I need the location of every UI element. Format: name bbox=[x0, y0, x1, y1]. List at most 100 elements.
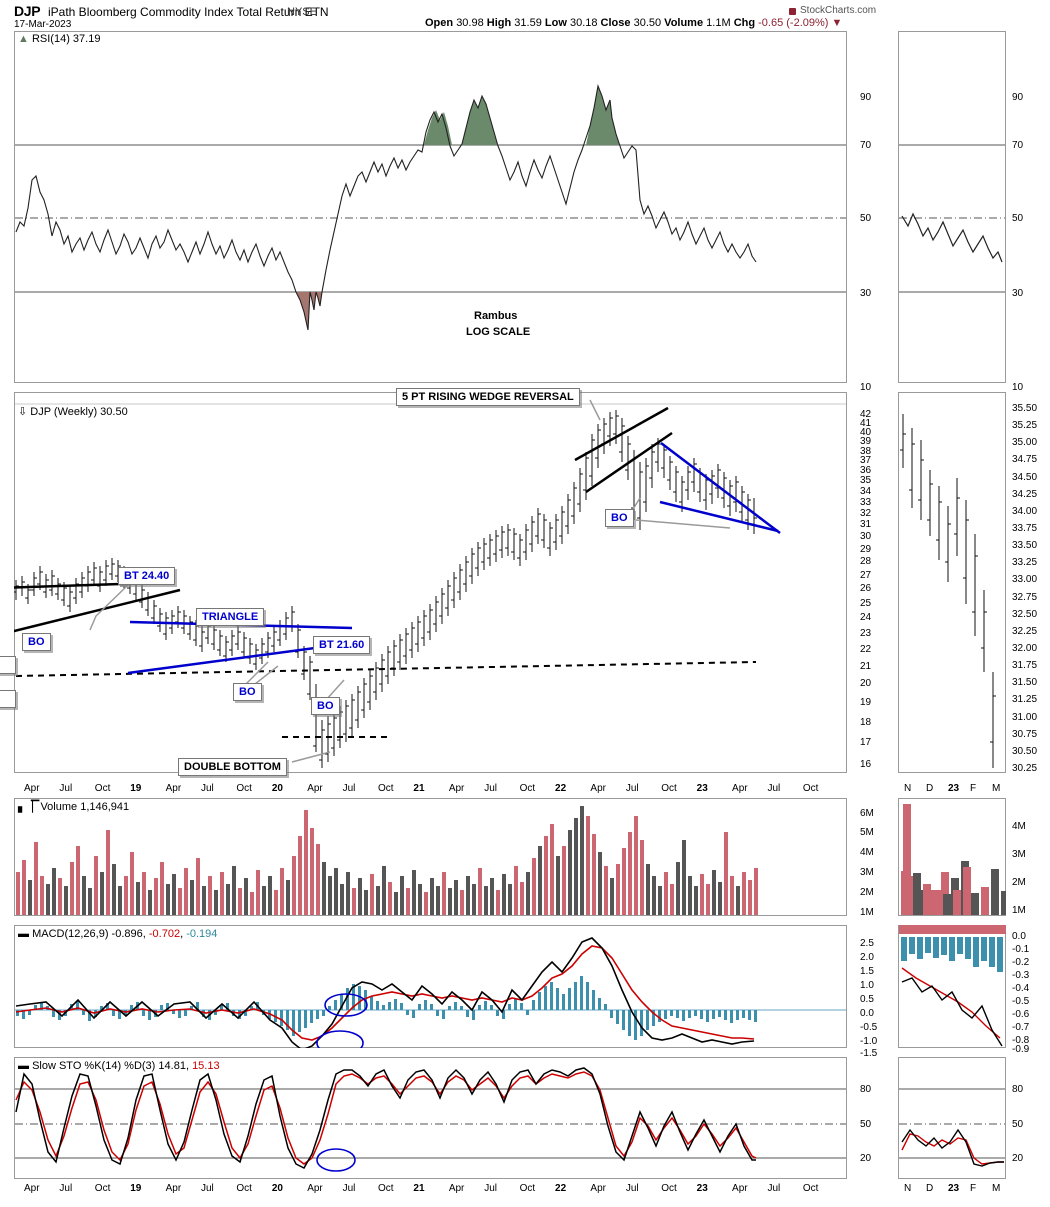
volume-bars bbox=[16, 806, 758, 915]
macd-axis-tick: -1.5 bbox=[860, 1048, 878, 1059]
mini-price-axis-tick: 33.75 bbox=[1012, 523, 1038, 534]
stochastic-pane-label: ▬ Slow STO %K(14) %D(3) 14.81, 15.13 bbox=[18, 1060, 220, 1072]
x-axis-tick: Oct bbox=[519, 783, 536, 794]
open-label: Open bbox=[425, 17, 454, 29]
stochastic-pane bbox=[15, 1067, 846, 1172]
volume-bars-icon: ▖▕▔ bbox=[18, 801, 39, 813]
stochastic-axis-tick: 20 bbox=[860, 1153, 872, 1164]
high-value: 31.59 bbox=[514, 17, 542, 29]
x-axis-bottom-tick: Apr bbox=[732, 1183, 748, 1194]
rsi-pane bbox=[15, 84, 846, 331]
rsi-pane-label: ▲ RSI(14) 37.19 bbox=[18, 33, 101, 45]
price-axis-tick: 16 bbox=[860, 759, 872, 771]
x-axis-bottom-tick: 22 bbox=[555, 1183, 567, 1194]
volume-pane-label: ▖▕▔ Volume 1,146,941 bbox=[18, 801, 130, 813]
mini-price-axis-tick: 30.75 bbox=[1012, 728, 1038, 740]
x-axis-bottom-tick: Jul bbox=[767, 1183, 781, 1194]
price-axis-tick: 19 bbox=[860, 697, 872, 709]
x-axis-bottom-tick: Apr bbox=[165, 1183, 182, 1194]
x-axis-tick: 20 bbox=[271, 783, 283, 794]
mini-price-axis-tick: 34.50 bbox=[1012, 471, 1038, 483]
mini-macd-pane bbox=[899, 925, 1006, 1047]
price-axis-tick: 24 bbox=[860, 612, 872, 624]
mini-volume-axis-tick: 4M bbox=[1012, 821, 1026, 832]
mini-price-axis-tick: 32.75 bbox=[1012, 591, 1038, 603]
price-axis-tick: 35 bbox=[860, 475, 872, 487]
price-axis-tick: 23 bbox=[860, 627, 872, 639]
mini-volume-axis-tick: 1M bbox=[1012, 905, 1026, 916]
macd-axis-tick: 0.5 bbox=[860, 994, 874, 1005]
macd-histogram bbox=[16, 976, 757, 1040]
macd-axis-tick: -0.5 bbox=[860, 1022, 878, 1033]
mini-rsi-axis-tick: 10 bbox=[1012, 382, 1024, 393]
mini-x-axis-tick: D bbox=[926, 783, 934, 794]
annotation-bo-wedge: BO bbox=[605, 509, 634, 527]
x-axis-tick: 22 bbox=[555, 783, 567, 794]
price-axis-tick: 20 bbox=[860, 678, 872, 690]
x-axis-bottom-tick: Oct bbox=[802, 1183, 819, 1194]
price-axis-tick: 34 bbox=[860, 485, 872, 497]
low-label: Low bbox=[544, 17, 567, 29]
mini-x-axis-tick: M bbox=[992, 783, 1001, 794]
mini-price-axis-tick: 35.50 bbox=[1012, 403, 1038, 414]
rsi-axis-tick: 90 bbox=[860, 92, 872, 103]
x-axis-tick: Apr bbox=[165, 783, 182, 794]
price-bars bbox=[14, 410, 757, 768]
macd-line-icon: ▬ bbox=[18, 928, 29, 940]
mini-rsi-pane bbox=[899, 144, 1005, 293]
x-axis-bottom-tick: Jul bbox=[484, 1183, 498, 1194]
volume-axis-tick: 6M bbox=[860, 808, 874, 819]
mini-stochastic-axis-tick: 80 bbox=[1012, 1084, 1024, 1095]
close-label: Close bbox=[600, 17, 631, 29]
x-axis-bottom-tick: Apr bbox=[590, 1183, 606, 1194]
mini-macd-axis-tick: -0.8 bbox=[1012, 1035, 1030, 1046]
x-axis-bottom-tick: Jul bbox=[59, 1183, 73, 1194]
mini-price-axis-tick: 31.50 bbox=[1012, 677, 1038, 689]
rsi-axis-tick: 30 bbox=[860, 288, 872, 299]
mini-x-axis-tick: F bbox=[970, 783, 977, 794]
mini-macd-axis-tick: -0.5 bbox=[1012, 996, 1030, 1007]
x-axis-tick: Jul bbox=[625, 783, 639, 794]
x-axis-tick: 23 bbox=[696, 783, 708, 794]
price-axis-tick: 41 bbox=[860, 417, 872, 429]
change-label: Chg bbox=[733, 17, 756, 29]
annotation-offscreen-left-2 bbox=[0, 690, 16, 708]
high-label: High bbox=[486, 17, 512, 29]
x-axis-tick: Oct bbox=[802, 783, 819, 794]
x-axis-tick: Oct bbox=[661, 783, 677, 794]
wedge-lower bbox=[659, 500, 779, 533]
rsi-line bbox=[15, 84, 757, 331]
x-axis-bottom-tick: Jul bbox=[201, 1183, 214, 1194]
mini-price-axis-tick: 35.25 bbox=[1012, 420, 1038, 432]
wedge-upper bbox=[660, 442, 781, 534]
mini-price-axis-tick: 35.00 bbox=[1012, 437, 1038, 449]
macd-pane-label: ▬ MACD(12,26,9) -0.896, -0.702, -0.194 bbox=[18, 928, 218, 940]
watermark-author: Rambus bbox=[474, 310, 518, 322]
x-axis-tick: Jul bbox=[59, 783, 73, 794]
mini-price-axis-tick: 32.25 bbox=[1012, 625, 1038, 637]
price-axis-tick: 33 bbox=[860, 496, 872, 508]
annotation-bo-double-bottom: BO bbox=[311, 697, 340, 715]
macd-axis-tick: -1.0 bbox=[860, 1036, 878, 1047]
mini-x-axis-bottom-tick: F bbox=[970, 1183, 977, 1194]
rsi-axis-tick: 50 bbox=[860, 213, 872, 224]
x-axis-tick: Oct bbox=[94, 783, 111, 794]
price-axis-tick: 26 bbox=[860, 583, 872, 595]
macd-line bbox=[15, 937, 755, 1048]
x-axis-bottom-tick: Oct bbox=[236, 1183, 252, 1194]
macd-axis-tick: 1.0 bbox=[860, 980, 874, 991]
rsi-icon: ▲ bbox=[18, 33, 29, 45]
annotation-double-bottom: DOUBLE BOTTOM bbox=[178, 758, 287, 776]
mini-x-axis-tick: 23 bbox=[948, 783, 960, 794]
rsi-axis-tick: 70 bbox=[860, 140, 872, 151]
macd-signal-line bbox=[15, 945, 755, 1041]
mini-stochastic-axis-tick: 50 bbox=[1012, 1119, 1024, 1130]
x-axis-bottom-tick: Jul bbox=[625, 1183, 639, 1194]
macd-axis-tick: 1.5 bbox=[860, 966, 874, 977]
annotation-offscreen-left bbox=[0, 656, 16, 674]
sto-line-icon: ▬ bbox=[18, 1060, 29, 1072]
x-axis-tick: Apr bbox=[307, 783, 323, 794]
x-axis-bottom-tick: Oct bbox=[94, 1183, 111, 1194]
symbol-name: iPath Bloomberg Commodity Index Total Re… bbox=[48, 5, 329, 19]
price-axis-tick: 39 bbox=[860, 436, 872, 448]
